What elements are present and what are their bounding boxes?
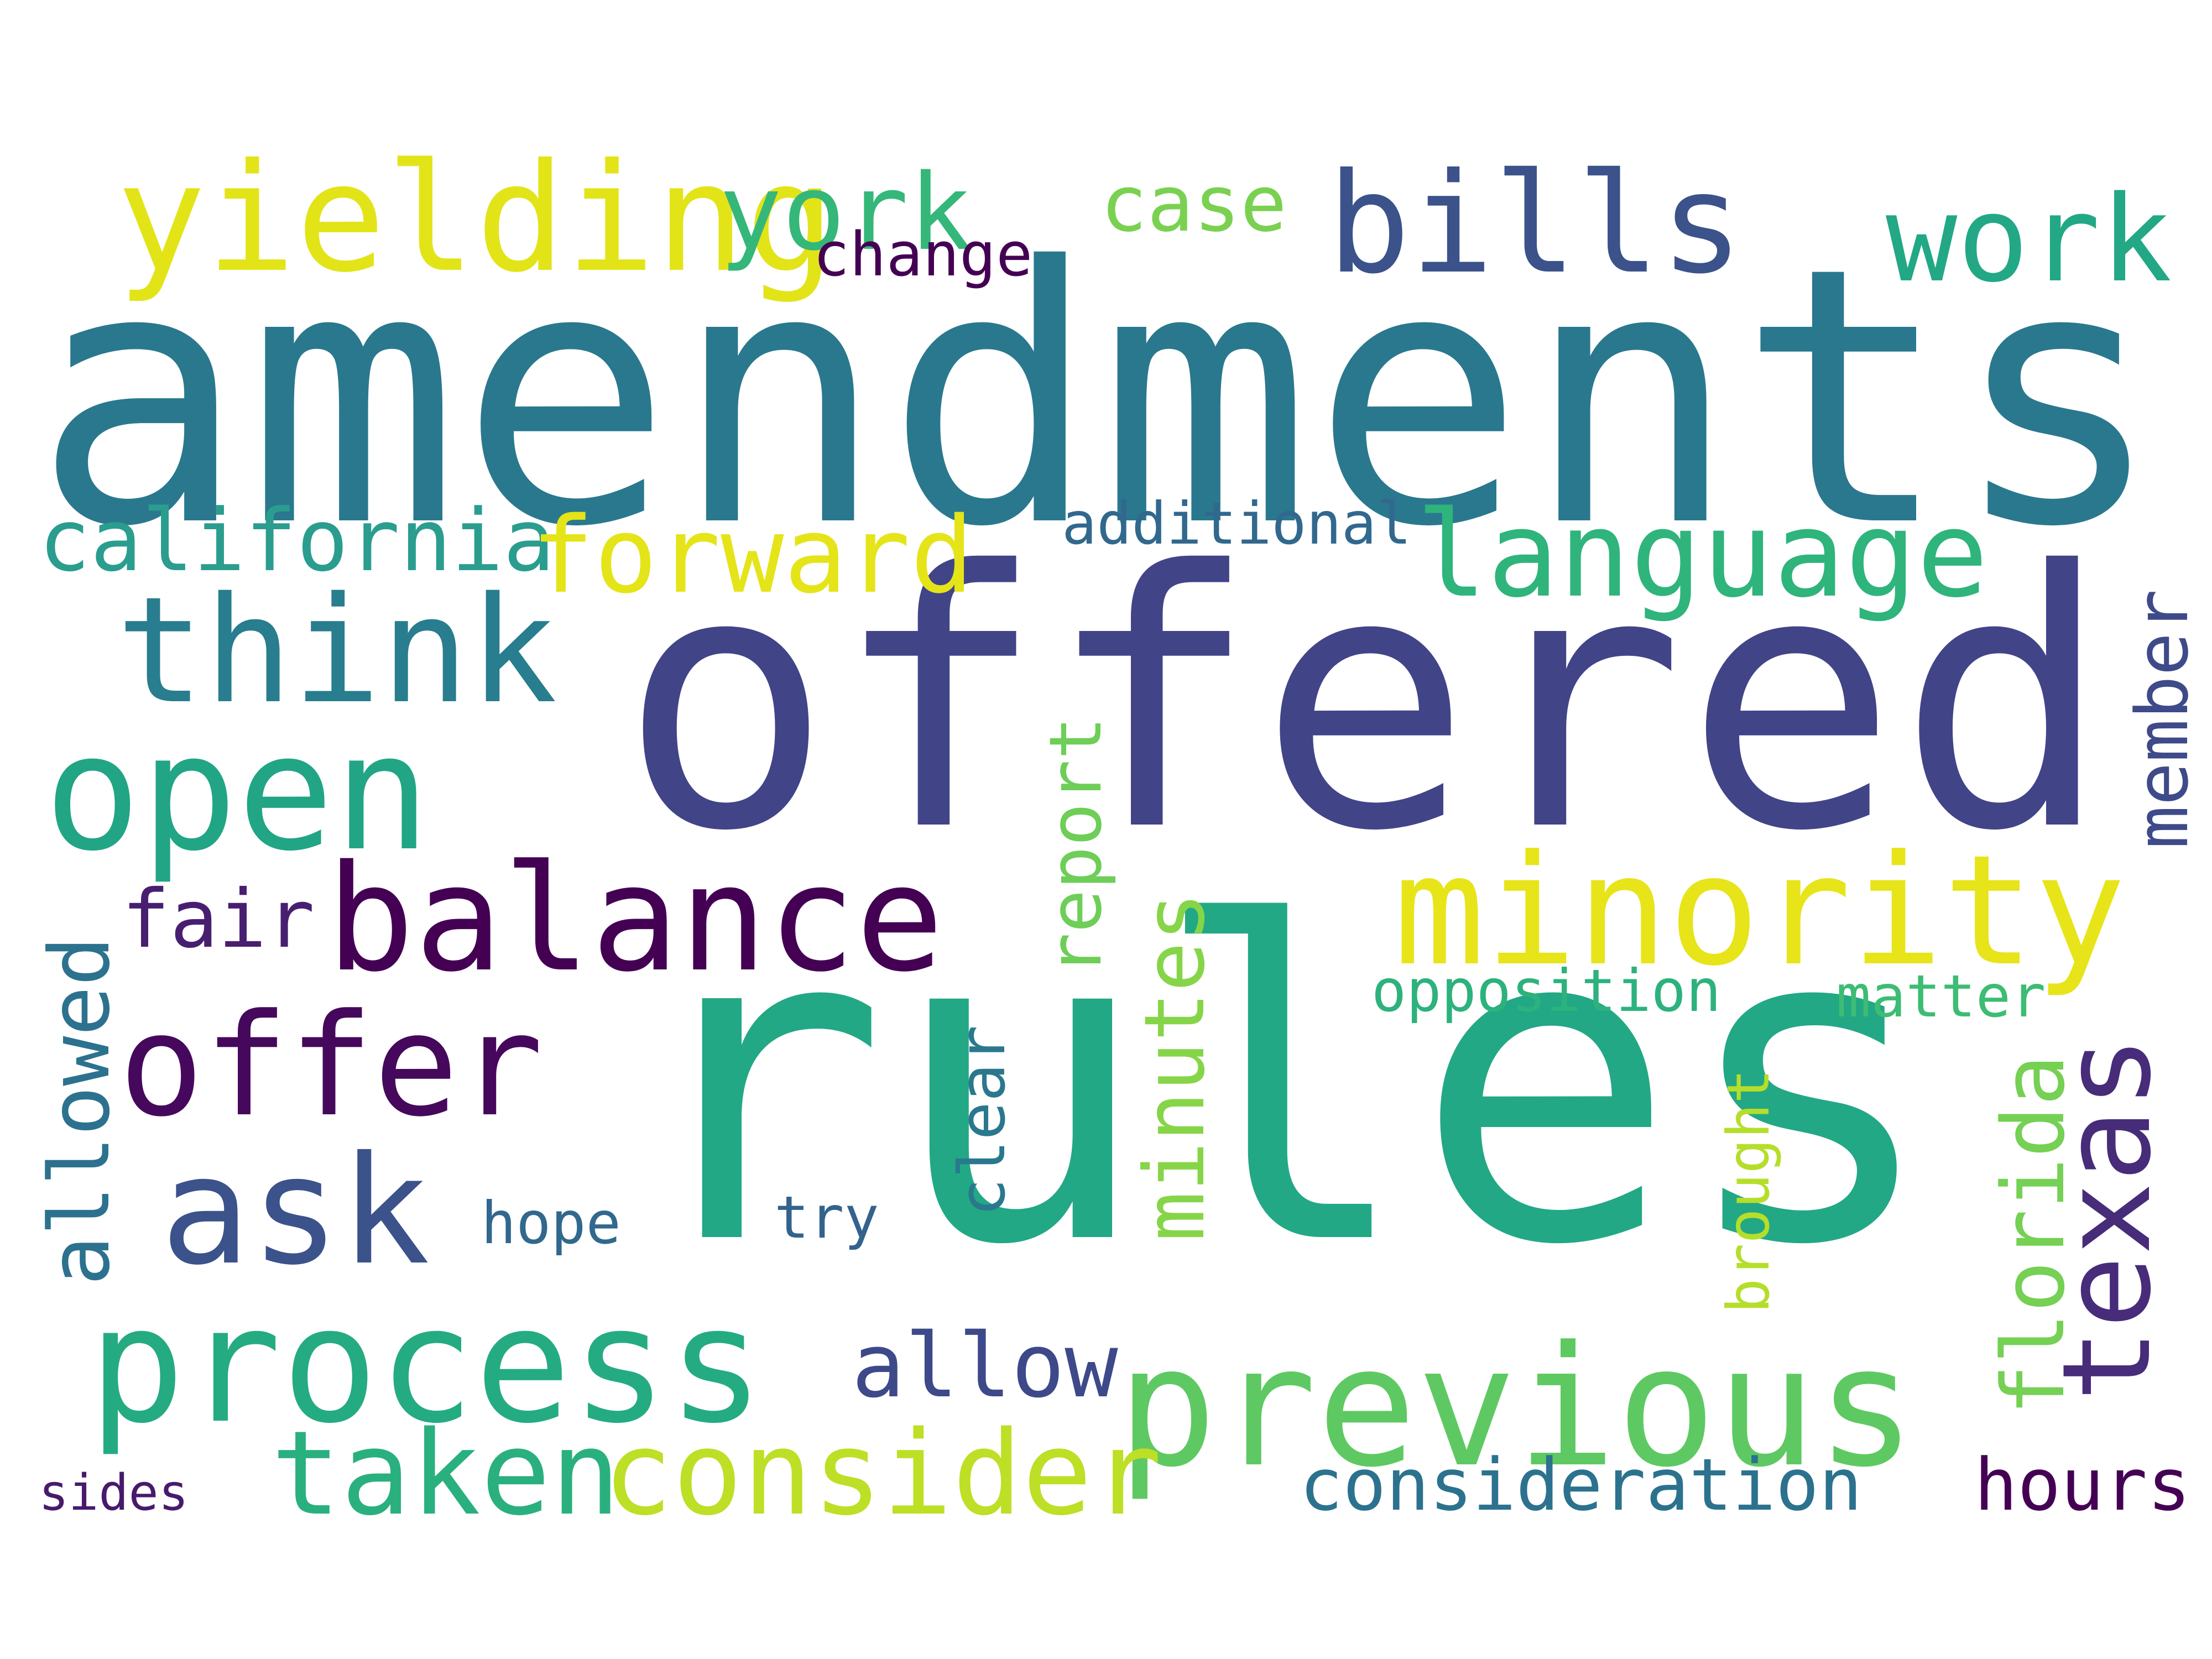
- word-rules: rules: [625, 832, 1940, 1340]
- word-case: case: [1100, 159, 1287, 249]
- word-allow: allow: [852, 1314, 1118, 1417]
- word-hope: hope: [481, 1190, 621, 1257]
- word-york: york: [719, 152, 972, 274]
- word-sides: sides: [39, 1464, 189, 1522]
- word-minutes: minutes: [1127, 891, 1223, 1241]
- word-opposition: opposition: [1371, 957, 1721, 1025]
- word-fair: fair: [122, 873, 315, 966]
- word-consider: consider: [603, 1406, 1162, 1541]
- word-previous: previous: [1117, 1311, 1916, 1504]
- word-consideration: consideration: [1300, 1443, 1863, 1527]
- word-bills: bills: [1327, 143, 1744, 304]
- word-offered: offered: [619, 496, 2111, 908]
- word-ask: ask: [160, 1124, 430, 1298]
- word-process: process: [88, 1272, 765, 1459]
- word-amendments: amendments: [33, 192, 2164, 604]
- word-change: change: [813, 219, 1033, 290]
- word-additional: additional: [1062, 490, 1412, 557]
- word-clear: clear: [946, 1025, 1020, 1217]
- word-california: california: [39, 491, 555, 591]
- word-taken: taken: [271, 1406, 621, 1541]
- word-think: think: [116, 566, 557, 736]
- word-report: report: [1034, 716, 1118, 976]
- word-try: try: [774, 1184, 879, 1251]
- word-allowed: allowed: [32, 936, 128, 1286]
- word-work: work: [1886, 170, 2172, 309]
- word-member: member: [2120, 589, 2204, 849]
- word-balance: balance: [326, 834, 944, 1004]
- word-offer: offer: [119, 984, 544, 1148]
- word-open: open: [44, 700, 431, 886]
- word-brought: brought: [1715, 1068, 1782, 1313]
- word-yielding: yielding: [116, 131, 836, 305]
- word-language: language: [1416, 485, 1989, 624]
- word-hours: hours: [1974, 1443, 2191, 1527]
- word-matter: matter: [1836, 963, 2046, 1030]
- word-forward: forward: [531, 494, 974, 617]
- word-minority: minority: [1394, 822, 2126, 999]
- word-florida: florida: [1984, 1054, 2084, 1416]
